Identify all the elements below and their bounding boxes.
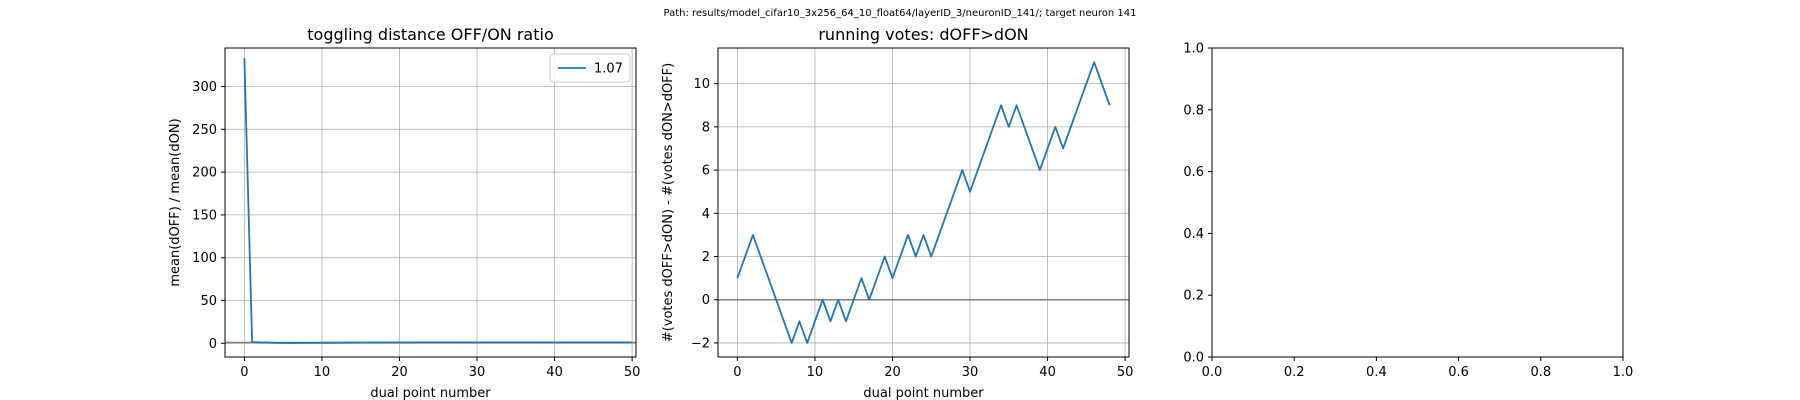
axes-frame	[224, 47, 637, 358]
x-tick-label: 1.0	[1613, 365, 1634, 380]
x-tick-label: 30	[962, 365, 979, 380]
y-tick-label: 200	[192, 166, 217, 181]
y-tick-label: 100	[192, 251, 217, 266]
chart-title: running votes: dOFF>dON	[818, 25, 1028, 44]
x-axis-label: dual point number	[370, 386, 491, 400]
y-tick-label: 0	[209, 337, 217, 352]
x-tick-label: 50	[1117, 365, 1134, 380]
legend-box	[549, 53, 631, 83]
y-tick-label: 0.8	[1183, 103, 1204, 118]
chart-ratio: 0 10 20 30 40 50 0 50 100 150 200 250 300 toggling di…	[168, 25, 640, 400]
figure-suptitle: Path: results/model_cifar10_3x256_64_10_…	[664, 8, 1137, 19]
x-tick-label: 0	[240, 365, 248, 380]
y-tick-label: 250	[192, 123, 217, 138]
x-tick-label: 40	[546, 365, 563, 380]
y-tick-label: 0	[702, 293, 710, 308]
y-tick-label: 1.0	[1183, 42, 1204, 57]
y-tick-label: 50	[200, 294, 217, 309]
y-tick-label: 4	[702, 207, 710, 222]
x-tick-label: 50	[624, 365, 641, 380]
chart-running-votes: 0 10 20 30 40 50 −2 0 2 4 6 8 10 running votes: dOFF>…	[661, 25, 1133, 400]
series-line	[243, 58, 633, 344]
x-tick-label: 20	[391, 365, 408, 380]
y-tick-label: 300	[192, 80, 217, 95]
axes-frame	[1211, 47, 1624, 358]
y-axis-label: mean(dOFF) / mean(dON)	[168, 118, 183, 286]
y-tick-label: 8	[702, 120, 710, 135]
axes-frame	[717, 47, 1130, 358]
x-tick-label: 10	[314, 365, 331, 380]
y-tick-label: 2	[702, 250, 710, 265]
y-tick-label: −2	[691, 336, 710, 351]
y-axis-label: #(votes dOFF>dON) - #(votes dON>dOFF)	[661, 63, 676, 342]
y-tick-label: 0.0	[1183, 351, 1204, 366]
y-tick-label: 6	[702, 164, 710, 179]
y-tick-label: 0.4	[1183, 227, 1204, 242]
x-tick-label: 0.8	[1530, 365, 1551, 380]
y-tick-label: 0.2	[1183, 289, 1204, 304]
x-tick-label: 0	[733, 365, 741, 380]
x-tick-label: 0.0	[1202, 365, 1223, 380]
x-tick-label: 20	[884, 365, 901, 380]
legend-label: 1.07	[594, 62, 623, 77]
y-tick-label: 0.6	[1183, 165, 1204, 180]
y-tick-label: 10	[693, 77, 710, 92]
x-tick-label: 40	[1039, 365, 1056, 380]
chart-title: toggling distance OFF/ON ratio	[307, 25, 553, 44]
x-tick-label: 0.2	[1284, 365, 1305, 380]
y-tick-label: 150	[192, 208, 217, 223]
x-tick-label: 10	[807, 365, 824, 380]
x-tick-label: 0.4	[1366, 365, 1387, 380]
x-tick-label: 0.6	[1448, 365, 1469, 380]
x-axis-label: dual point number	[863, 386, 984, 400]
chart-empty-axes: 0.0 0.2 0.4 0.6 0.8 1.0 0.0 0.2 0.4 0.6 0.8 1.0	[1183, 42, 1633, 381]
x-tick-label: 30	[469, 365, 486, 380]
series-line	[736, 61, 1111, 344]
